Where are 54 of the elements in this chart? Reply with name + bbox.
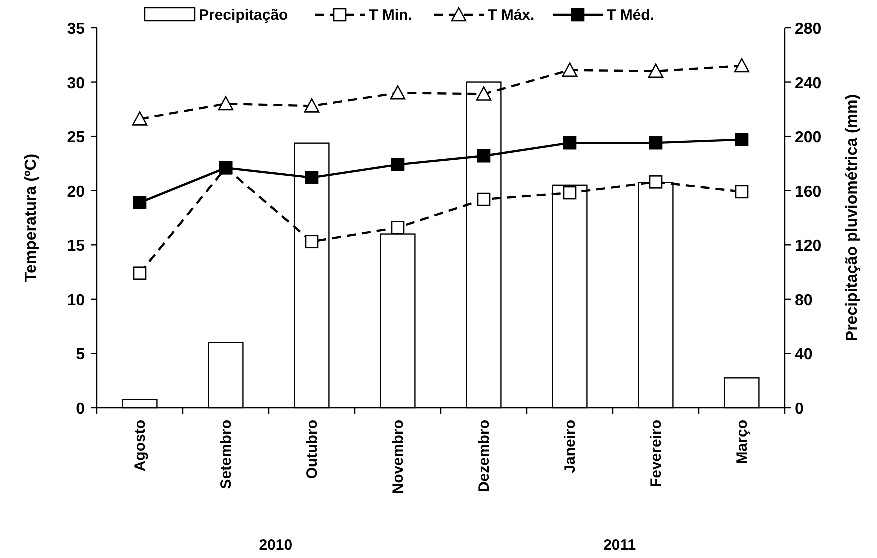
point: [735, 133, 749, 146]
point: [391, 221, 405, 234]
y-tick-label: 30: [67, 75, 86, 92]
point: [304, 98, 320, 113]
point: [218, 96, 234, 111]
point: [477, 149, 491, 163]
x-tick-label: Dezembro: [476, 420, 493, 493]
y2-tick-label: 80: [795, 292, 813, 310]
text: 2010: [259, 537, 293, 554]
x-tick-label: Outubro: [304, 420, 321, 480]
point: [476, 86, 492, 101]
point: [305, 171, 319, 184]
y-tick-label: 20: [67, 184, 86, 201]
legend-label: T Méd.: [607, 7, 654, 24]
point: [133, 266, 147, 280]
legend-label: T Min.: [369, 7, 412, 24]
y-tick-label: 35: [67, 21, 86, 38]
y-tick-label: 10: [67, 292, 86, 310]
y-axis-title: Temperatura (ºC): [23, 154, 40, 282]
y2-tick-label: 0: [795, 401, 804, 418]
point: [562, 62, 578, 77]
point: [391, 158, 405, 172]
point: [563, 186, 577, 200]
y2-tick-label: 160: [795, 184, 822, 201]
legend-label: T Máx.: [488, 7, 535, 24]
point: [133, 196, 147, 210]
legend-label: Precipitação: [199, 7, 288, 24]
y2-axis-title: Precipitação pluviométrica (mm): [844, 94, 861, 342]
point: [563, 136, 577, 150]
point: [390, 85, 406, 100]
x-tick-label: Março: [734, 420, 751, 464]
y2-tick-label: 200: [795, 130, 822, 147]
y2-tick-label: 120: [795, 238, 822, 256]
point: [132, 112, 148, 126]
y2-tick-label: 280: [795, 21, 822, 38]
x-tick-label: Novembro: [390, 420, 407, 494]
point: [305, 235, 319, 249]
y-tick-label: 5: [76, 346, 86, 364]
x-tick-label: Janeiro: [562, 420, 579, 474]
x-tick-label: Fevereiro: [648, 420, 665, 488]
y2-tick-label: 240: [795, 75, 822, 92]
point: [649, 176, 663, 189]
point: [477, 192, 491, 206]
y-tick-label: 25: [67, 130, 86, 147]
y2-tick-label: 40: [795, 346, 813, 364]
y-tick-label: 15: [67, 238, 86, 256]
point: [734, 58, 750, 73]
point: [649, 136, 663, 150]
x-tick-label: Setembro: [218, 420, 235, 490]
point: [735, 185, 749, 199]
x-tick-label: Agosto: [132, 420, 149, 472]
point: [648, 64, 664, 78]
y-tick-label: 0: [76, 401, 86, 418]
text: 2011: [604, 537, 636, 554]
